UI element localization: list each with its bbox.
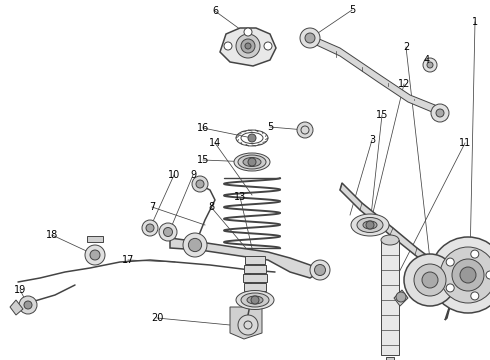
Circle shape (315, 265, 325, 275)
Circle shape (305, 33, 315, 43)
Circle shape (248, 158, 256, 166)
Text: 8: 8 (208, 202, 214, 212)
Circle shape (251, 296, 259, 304)
Circle shape (310, 260, 330, 280)
Text: 13: 13 (234, 192, 246, 202)
Bar (244, 283, 266, 291)
Polygon shape (340, 183, 452, 320)
Text: 19: 19 (14, 285, 26, 295)
Circle shape (440, 247, 490, 303)
Circle shape (183, 233, 207, 257)
Circle shape (471, 292, 479, 300)
Circle shape (427, 62, 433, 68)
Text: 3: 3 (369, 135, 375, 145)
Text: 12: 12 (398, 79, 410, 89)
Ellipse shape (357, 217, 383, 233)
Circle shape (366, 221, 374, 229)
Text: 2: 2 (403, 42, 409, 52)
Circle shape (423, 58, 437, 72)
Bar (244, 265, 266, 273)
Circle shape (248, 134, 256, 142)
Text: 1: 1 (472, 17, 478, 27)
Circle shape (192, 176, 208, 192)
Circle shape (159, 223, 177, 241)
Text: 7: 7 (149, 202, 155, 212)
Polygon shape (310, 35, 440, 115)
Ellipse shape (236, 291, 274, 310)
Text: 9: 9 (190, 170, 196, 180)
Circle shape (297, 122, 313, 138)
Bar (386, 357, 394, 360)
Text: 17: 17 (122, 255, 134, 265)
Polygon shape (220, 28, 276, 66)
Circle shape (431, 104, 449, 122)
Circle shape (24, 301, 32, 309)
Circle shape (245, 43, 251, 49)
Circle shape (164, 228, 172, 237)
Polygon shape (10, 300, 23, 315)
Bar (245, 256, 265, 264)
Text: 5: 5 (267, 122, 273, 132)
Circle shape (236, 34, 260, 58)
Polygon shape (170, 238, 320, 278)
Circle shape (146, 224, 154, 232)
Circle shape (430, 237, 490, 313)
Circle shape (90, 250, 100, 260)
Text: 18: 18 (46, 230, 58, 240)
Polygon shape (230, 307, 262, 339)
Text: 10: 10 (168, 170, 180, 180)
Bar (243, 274, 267, 282)
Circle shape (471, 250, 479, 258)
Circle shape (422, 272, 438, 288)
Circle shape (446, 284, 454, 292)
Text: 14: 14 (209, 138, 221, 148)
Ellipse shape (381, 235, 399, 245)
Circle shape (396, 292, 406, 302)
Circle shape (244, 28, 252, 36)
Text: 11: 11 (459, 138, 471, 148)
Ellipse shape (363, 221, 377, 229)
Circle shape (452, 259, 484, 291)
Circle shape (486, 271, 490, 279)
Circle shape (19, 296, 37, 314)
Text: 20: 20 (151, 313, 163, 323)
Circle shape (300, 28, 320, 48)
Circle shape (238, 315, 258, 335)
Text: 15: 15 (376, 110, 388, 120)
Ellipse shape (351, 214, 389, 236)
Text: 16: 16 (197, 123, 209, 133)
Circle shape (264, 42, 272, 50)
Circle shape (436, 109, 444, 117)
Circle shape (224, 42, 232, 50)
Ellipse shape (247, 296, 263, 304)
Circle shape (196, 180, 204, 188)
Circle shape (446, 258, 454, 266)
Text: 5: 5 (349, 5, 355, 15)
Circle shape (414, 264, 446, 296)
Polygon shape (394, 290, 408, 306)
Bar (87, 236, 103, 242)
Ellipse shape (243, 158, 261, 166)
Ellipse shape (234, 153, 270, 171)
Circle shape (460, 267, 476, 283)
Circle shape (142, 220, 158, 236)
Bar (381, 240, 399, 355)
Circle shape (85, 245, 105, 265)
Ellipse shape (241, 293, 269, 307)
Circle shape (404, 254, 456, 306)
Text: 15: 15 (197, 155, 209, 165)
Ellipse shape (238, 155, 266, 169)
Circle shape (188, 238, 201, 252)
Text: 6: 6 (212, 6, 218, 16)
Text: 4: 4 (424, 55, 430, 65)
Circle shape (241, 39, 255, 53)
